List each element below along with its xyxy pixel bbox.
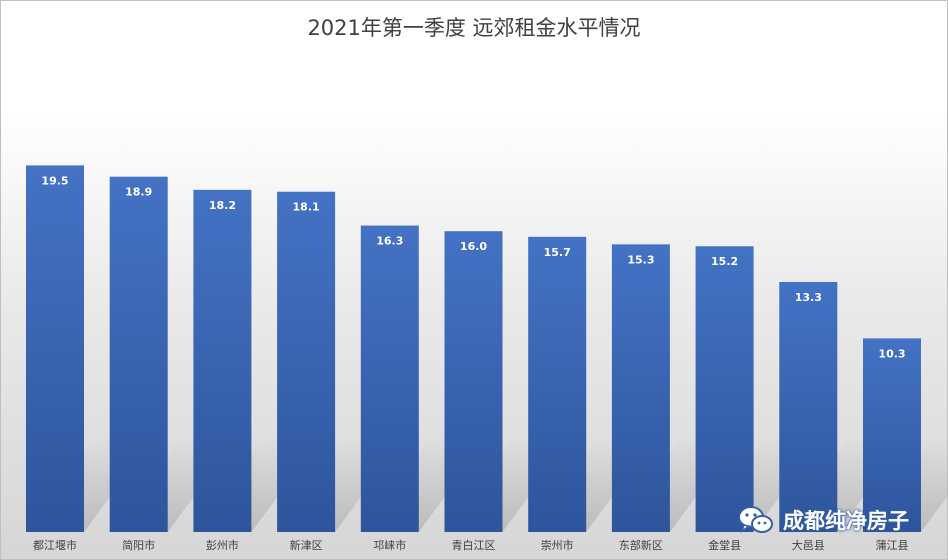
bar (528, 236, 587, 532)
category-label: 东部新区 (619, 538, 663, 552)
category-label: 青白江区 (452, 538, 496, 552)
category-label: 简阳市 (122, 538, 155, 552)
bar (695, 246, 754, 533)
category-label: 崇州市 (541, 538, 574, 552)
bar (277, 191, 336, 532)
category-label: 蒲江县 (876, 538, 909, 552)
bar (863, 338, 921, 532)
bar (109, 176, 168, 532)
category-label: 邛崃市 (373, 538, 406, 552)
category-labels-layer: 都江堰市 简阳市 彭州市 新津区 邛崃市 青白江区 崇州市 东部新区 金堂县 大邑县 蒲江县 (33, 538, 909, 552)
bar-value-label: 15.7 (544, 246, 571, 259)
bar (444, 231, 503, 532)
watermark-text: 成都纯净房子 (783, 509, 909, 533)
bar (360, 225, 419, 532)
bar (26, 165, 84, 532)
bar-value-label: 16.3 (376, 235, 403, 248)
watermark: 成都纯净房子 (737, 503, 909, 537)
chart-title: 2021年第一季度 远郊租金水平情况 (307, 16, 641, 40)
bar-value-label: 16.0 (460, 240, 487, 253)
category-label: 都江堰市 (33, 538, 77, 552)
bar-value-label: 15.3 (627, 253, 654, 266)
bars-layer (26, 165, 921, 533)
bar-value-label: 18.9 (125, 186, 152, 199)
bar-value-label: 18.2 (209, 199, 236, 212)
category-label: 新津区 (290, 538, 323, 552)
bar-value-label: 13.3 (795, 291, 822, 304)
category-label: 金堂县 (708, 538, 741, 552)
bar-value-label: 18.1 (293, 201, 320, 214)
bar (779, 281, 838, 532)
wechat-icon (738, 506, 773, 533)
category-label: 大邑县 (792, 538, 825, 552)
bar-value-label: 10.3 (878, 347, 905, 360)
bar (611, 244, 670, 533)
value-labels-layer: 19.5 18.9 18.2 18.1 16.3 16.0 15.7 15.3 15.2 13.3… (41, 174, 905, 360)
bar-value-label: 19.5 (41, 174, 68, 187)
category-label: 彭州市 (206, 538, 239, 552)
bar-value-label: 15.2 (711, 255, 738, 268)
bar (193, 189, 252, 532)
